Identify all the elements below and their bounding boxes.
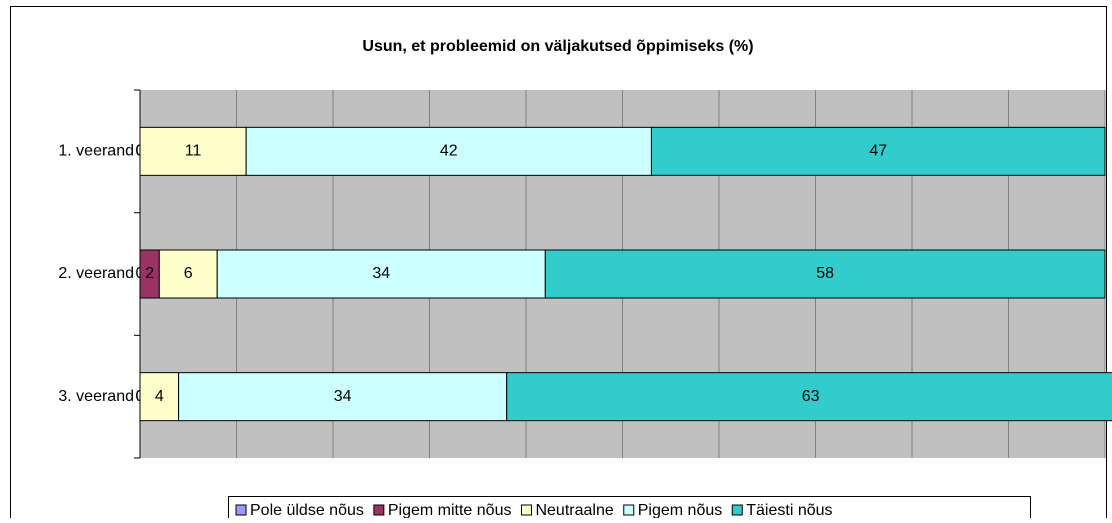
legend-label: Pigem nõus <box>638 502 723 518</box>
bar-segment <box>650 126 1106 176</box>
bar-segment <box>139 126 247 176</box>
bar-segment <box>506 372 1112 422</box>
y-tick-label: 3. veerand <box>58 388 134 405</box>
bar-segment <box>178 372 508 422</box>
bar-segment <box>245 126 652 176</box>
bar-segment <box>139 372 180 422</box>
legend-label: Pole üldse nõus <box>250 502 364 518</box>
data-label: 11 <box>185 143 202 160</box>
chart-title: Usun, et probleemid on väljakutsed õppim… <box>362 38 753 55</box>
data-label: 34 <box>334 388 352 405</box>
data-label: 58 <box>816 265 834 282</box>
legend: Pole üldse nõus Pigem mitte nõus Neutraaln… <box>228 496 1031 523</box>
data-label: 6 <box>184 265 193 282</box>
legend-label: Täiesti nõus <box>746 502 832 518</box>
data-label: 42 <box>440 143 458 160</box>
data-label: 47 <box>869 143 887 160</box>
legend-swatch <box>520 504 532 516</box>
legend-swatch <box>623 504 635 516</box>
legend-swatch <box>235 504 247 516</box>
legend-swatch <box>731 504 743 516</box>
data-label: 2 <box>145 265 154 282</box>
data-label: 63 <box>802 388 820 405</box>
legend-label: Neutraalne <box>535 502 613 518</box>
y-tick-label: 1. veerand <box>58 143 134 160</box>
bar-segment <box>216 249 546 299</box>
bar-segment <box>544 249 1106 299</box>
data-label: 4 <box>155 388 164 405</box>
y-tick-label: 2. veerand <box>58 265 134 282</box>
legend-swatch <box>373 504 385 516</box>
legend-label: Pigem mitte nõus <box>388 502 512 518</box>
data-label: 34 <box>372 265 390 282</box>
